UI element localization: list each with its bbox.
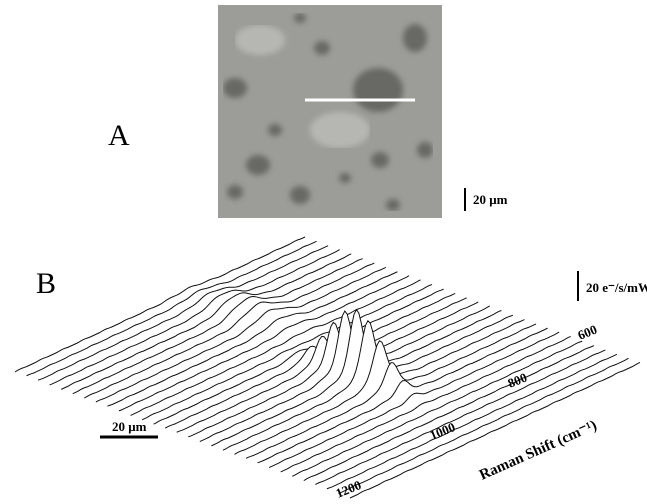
- panel-label: B: [36, 267, 56, 300]
- scale-bar-label: 20 μm: [473, 192, 508, 207]
- axis-tick-label: 600: [576, 322, 600, 343]
- length-scale-label: 20 μm: [112, 419, 147, 434]
- axis-title: Raman Shift (cm⁻¹): [477, 418, 599, 484]
- figure: A 20 μm B 20 e⁻/s/mW 20 μm 600 800 1000 …: [0, 0, 647, 504]
- waterfall-plot: [15, 237, 640, 502]
- intensity-scale-label: 20 e⁻/s/mW: [586, 280, 647, 295]
- panel-label: A: [108, 119, 130, 152]
- micrograph: [218, 5, 442, 218]
